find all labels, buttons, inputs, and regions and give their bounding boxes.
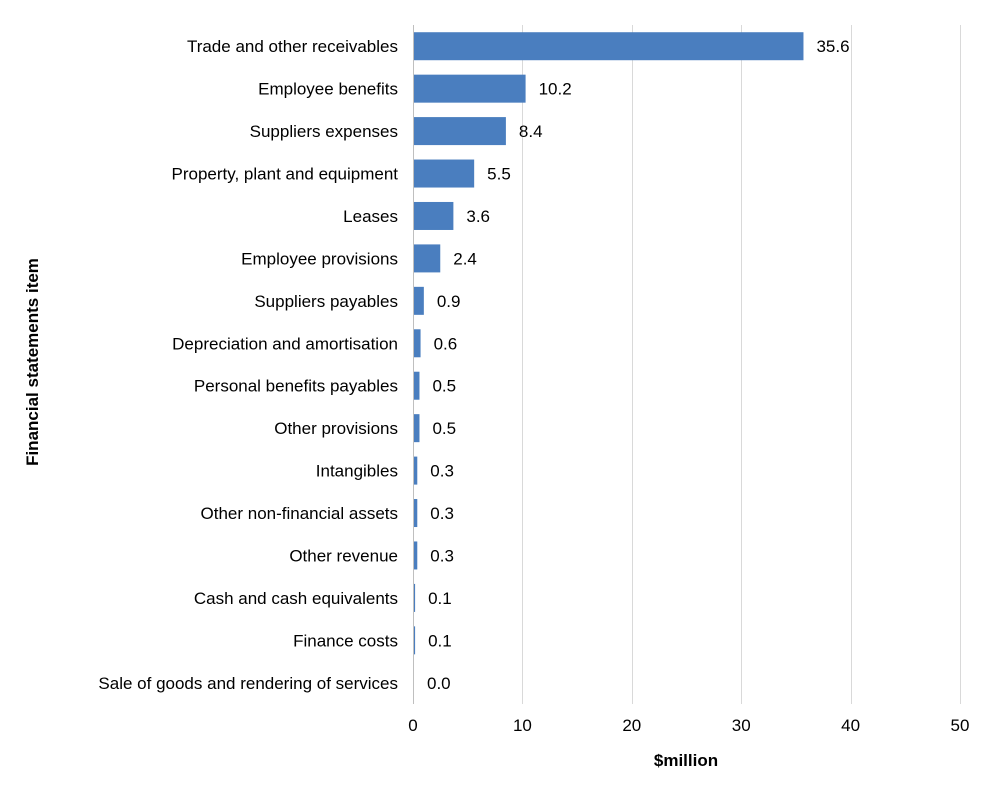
data-label: 10.2: [539, 80, 572, 99]
category-label: Property, plant and equipment: [172, 165, 399, 184]
data-label: 5.5: [487, 165, 511, 184]
bar: [414, 456, 418, 485]
category-label: Suppliers payables: [254, 292, 398, 311]
x-tick-label: 50: [951, 716, 970, 735]
bar: [414, 201, 454, 230]
x-axis-title: $million: [654, 751, 718, 770]
category-label: Finance costs: [293, 631, 398, 650]
y-axis-title: Financial statements item: [23, 258, 42, 466]
data-label: 2.4: [453, 249, 477, 268]
x-tick-labels: 0 10 20 30 40 50: [408, 716, 969, 735]
data-label: 8.4: [519, 122, 543, 141]
x-tick-label: 40: [841, 716, 860, 735]
x-tick-label: 10: [513, 716, 532, 735]
bar: [414, 32, 804, 61]
category-label: Trade and other receivables: [187, 37, 398, 56]
bar: [414, 499, 418, 528]
category-label: Other revenue: [289, 546, 398, 565]
bar: [414, 583, 416, 612]
bar: [414, 626, 416, 655]
category-label: Personal benefits payables: [194, 377, 398, 396]
category-label: Leases: [343, 207, 398, 226]
category-label: Sale of goods and rendering of services: [98, 674, 398, 693]
data-label: 35.6: [816, 37, 849, 56]
bar: [414, 541, 418, 570]
x-tick-label: 0: [408, 716, 417, 735]
category-label: Depreciation and amortisation: [172, 334, 398, 353]
gridlines: [413, 25, 961, 704]
category-label: Intangibles: [316, 462, 398, 481]
data-label: 0.3: [430, 462, 454, 481]
category-label: Other non-financial assets: [201, 504, 399, 523]
bar: [414, 329, 421, 358]
bars: [414, 32, 804, 655]
bar: [414, 74, 526, 103]
bar: [414, 159, 475, 188]
category-label: Employee benefits: [258, 80, 398, 99]
x-tick-label: 30: [732, 716, 751, 735]
bar: [414, 371, 420, 400]
category-labels: Trade and other receivables Employee bene…: [98, 37, 398, 693]
data-label: 0.3: [430, 546, 454, 565]
data-label: 0.5: [432, 419, 456, 438]
category-label: Suppliers expenses: [250, 122, 398, 141]
data-label: 0.5: [432, 377, 456, 396]
data-label: 0.3: [430, 504, 454, 523]
category-label: Employee provisions: [241, 249, 398, 268]
bar: [414, 117, 506, 146]
data-labels: 35.6 10.2 8.4 5.5 3.6 2.4 0.9 0.6 0.5 0.5 0.3 0.3 0.…: [427, 37, 850, 693]
category-label: Cash and cash equivalents: [194, 589, 398, 608]
bar: [414, 286, 424, 315]
data-label: 0.0: [427, 674, 451, 693]
data-label: 0.1: [428, 589, 452, 608]
data-label: 3.6: [466, 207, 490, 226]
x-tick-label: 20: [622, 716, 641, 735]
category-label: Other provisions: [274, 419, 398, 438]
data-label: 0.6: [434, 334, 458, 353]
bar: [414, 244, 441, 273]
data-label: 0.1: [428, 631, 452, 650]
bar: [414, 414, 420, 443]
data-label: 0.9: [437, 292, 461, 311]
